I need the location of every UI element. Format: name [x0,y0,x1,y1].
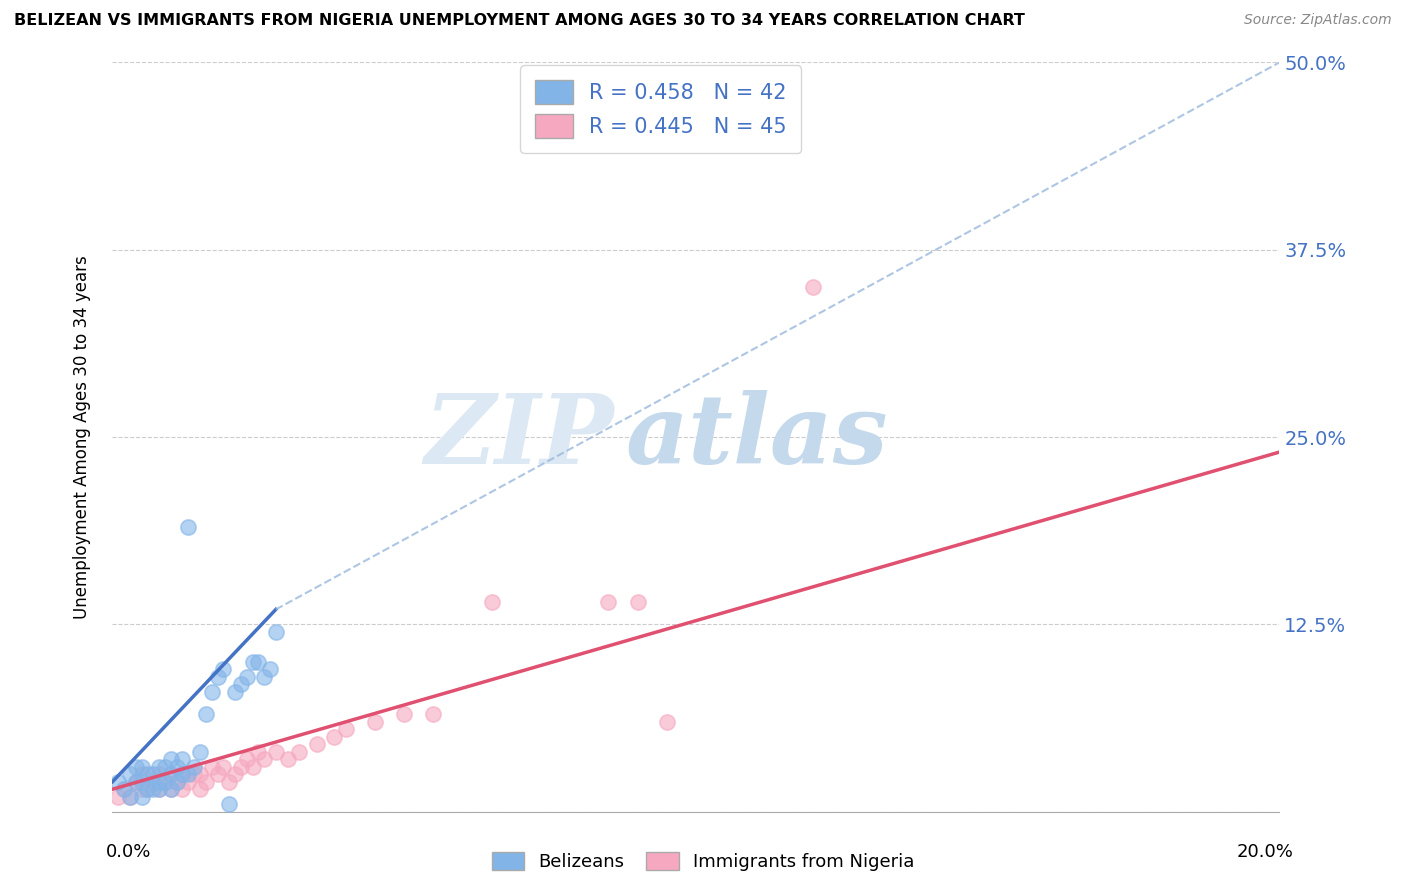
Text: Source: ZipAtlas.com: Source: ZipAtlas.com [1244,13,1392,28]
Point [335,723,357,737]
Point [481,595,503,609]
Point [142,782,165,797]
Legend: Belizeans, Immigrants from Nigeria: Belizeans, Immigrants from Nigeria [484,845,922,879]
Point [259,662,281,676]
Point [131,789,153,804]
Point [207,767,229,781]
Point [177,520,200,534]
Text: 0.0%: 0.0% [105,843,150,861]
Point [107,789,129,804]
Point [107,774,129,789]
Text: atlas: atlas [626,390,889,484]
Point [201,760,224,774]
Point [183,760,205,774]
Point [801,280,824,294]
Text: BELIZEAN VS IMMIGRANTS FROM NIGERIA UNEMPLOYMENT AMONG AGES 30 TO 34 YEARS CORRE: BELIZEAN VS IMMIGRANTS FROM NIGERIA UNEM… [14,13,1025,29]
Point [153,774,176,789]
Point [172,782,194,797]
Point [153,760,176,774]
Point [160,767,183,781]
Point [247,745,270,759]
Legend: R = 0.458   N = 42, R = 0.445   N = 45: R = 0.458 N = 42, R = 0.445 N = 45 [520,65,801,153]
Point [148,774,170,789]
Text: 20.0%: 20.0% [1237,843,1294,861]
Point [142,767,165,781]
Point [218,797,240,812]
Point [131,774,153,789]
Point [655,714,678,729]
Point [188,745,211,759]
Point [188,782,211,797]
Point [125,760,148,774]
Point [177,774,200,789]
Point [142,774,165,789]
Text: ZIP: ZIP [425,390,614,484]
Point [160,782,183,797]
Point [253,752,276,766]
Point [172,767,194,781]
Point [166,760,188,774]
Point [177,767,200,781]
Point [112,782,135,797]
Point [235,670,257,684]
Point [188,767,211,781]
Point [131,760,153,774]
Point [212,662,235,676]
Point [364,714,387,729]
Point [131,767,153,781]
Point [153,774,176,789]
Point [118,789,141,804]
Point [264,624,287,639]
Point [229,677,252,691]
Point [323,730,346,744]
Point [125,774,148,789]
Point [160,767,183,781]
Point [118,767,141,781]
Point [136,767,159,781]
Point [148,782,170,797]
Point [148,782,170,797]
Point [207,670,229,684]
Point [118,789,141,804]
Point [264,745,287,759]
Point [235,752,257,766]
Point [224,685,246,699]
Point [212,760,235,774]
Point [148,767,170,781]
Point [172,767,194,781]
Point [288,745,311,759]
Point [194,774,217,789]
Point [598,595,620,609]
Point [201,685,224,699]
Point [136,782,159,797]
Point [183,767,205,781]
Point [247,655,270,669]
Point [305,737,328,751]
Point [253,670,276,684]
Point [224,767,246,781]
Point [422,707,444,722]
Point [166,774,188,789]
Point [160,752,183,766]
Y-axis label: Unemployment Among Ages 30 to 34 years: Unemployment Among Ages 30 to 34 years [73,255,91,619]
Point [242,655,264,669]
Point [242,760,264,774]
Point [394,707,416,722]
Point [194,707,217,722]
Point [229,760,252,774]
Point [627,595,650,609]
Point [160,782,183,797]
Point [172,752,194,766]
Point [276,752,298,766]
Point [136,782,159,797]
Point [125,774,148,789]
Point [112,782,135,797]
Point [166,774,188,789]
Point [148,760,170,774]
Point [218,774,240,789]
Point [131,782,153,797]
